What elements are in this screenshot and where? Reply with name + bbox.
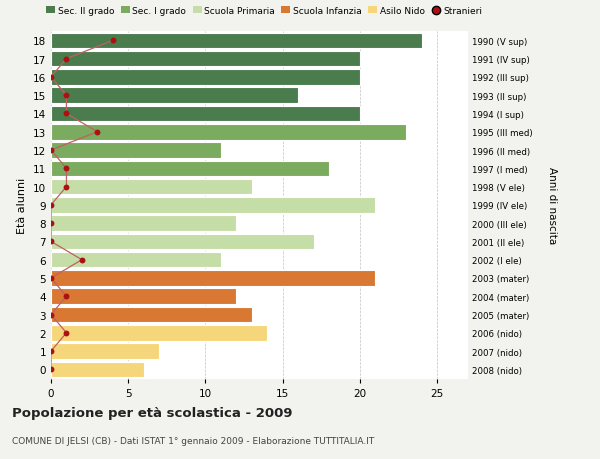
Bar [51, 216, 236, 231]
Y-axis label: Età alunni: Età alunni [17, 177, 28, 234]
Point [46, 238, 56, 246]
Bar [51, 179, 252, 195]
Bar [51, 52, 360, 67]
Bar [51, 143, 221, 158]
Bar [51, 289, 236, 304]
Point [46, 347, 56, 355]
Bar [51, 271, 376, 286]
Y-axis label: Anni di nascita: Anni di nascita [547, 167, 557, 244]
Point [46, 220, 56, 227]
Point [77, 257, 86, 264]
Bar [51, 362, 143, 377]
Point [62, 293, 71, 300]
Bar [51, 325, 267, 341]
Point [62, 330, 71, 337]
Bar [51, 34, 422, 49]
Bar [51, 344, 159, 359]
Point [46, 147, 56, 154]
Text: Popolazione per età scolastica - 2009: Popolazione per età scolastica - 2009 [12, 406, 293, 419]
Bar [51, 88, 298, 104]
Point [62, 56, 71, 63]
Point [46, 311, 56, 319]
Point [46, 202, 56, 209]
Point [46, 366, 56, 373]
Point [62, 111, 71, 118]
Point [46, 74, 56, 81]
Point [92, 129, 102, 136]
Point [46, 274, 56, 282]
Bar [51, 234, 314, 250]
Bar [51, 307, 252, 323]
Legend: Sec. II grado, Sec. I grado, Scuola Primaria, Scuola Infanzia, Asilo Nido, Stran: Sec. II grado, Sec. I grado, Scuola Prim… [46, 7, 482, 16]
Point [62, 184, 71, 191]
Bar [51, 198, 376, 213]
Point [108, 38, 118, 45]
Bar [51, 125, 406, 140]
Bar [51, 106, 360, 122]
Point [62, 92, 71, 100]
Point [62, 165, 71, 173]
Text: COMUNE DI JELSI (CB) - Dati ISTAT 1° gennaio 2009 - Elaborazione TUTTITALIA.IT: COMUNE DI JELSI (CB) - Dati ISTAT 1° gen… [12, 436, 374, 445]
Bar [51, 70, 360, 85]
Bar [51, 161, 329, 177]
Bar [51, 252, 221, 268]
